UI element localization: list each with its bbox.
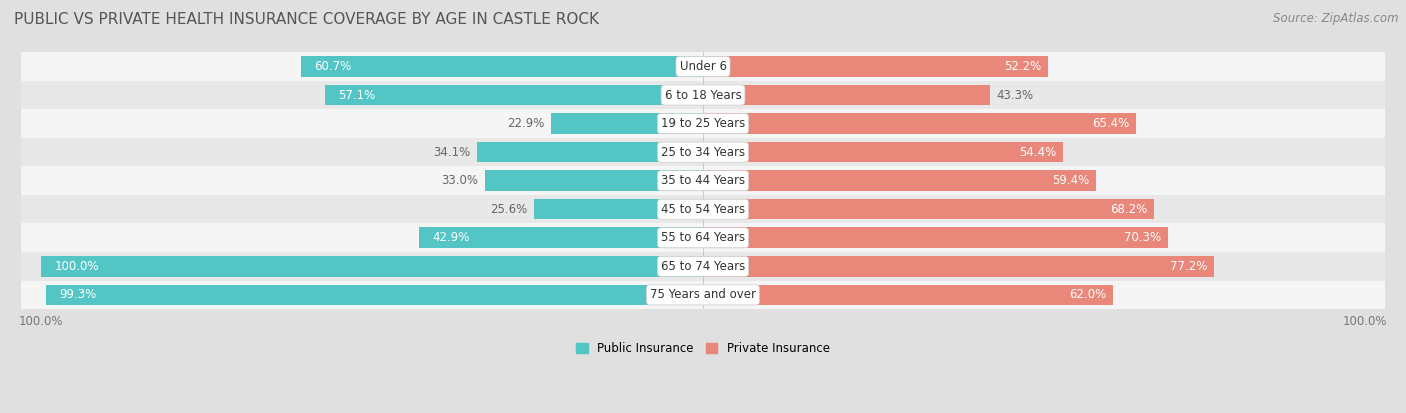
Text: 75 Years and over: 75 Years and over <box>650 288 756 301</box>
Bar <box>21 138 1385 166</box>
Text: 62.0%: 62.0% <box>1070 288 1107 301</box>
Bar <box>21 52 1385 81</box>
Text: PUBLIC VS PRIVATE HEALTH INSURANCE COVERAGE BY AGE IN CASTLE ROCK: PUBLIC VS PRIVATE HEALTH INSURANCE COVER… <box>14 12 599 27</box>
Text: 22.9%: 22.9% <box>508 117 546 130</box>
Text: 55 to 64 Years: 55 to 64 Years <box>661 231 745 244</box>
Bar <box>551 113 703 134</box>
Bar <box>21 109 1385 138</box>
Text: 65.4%: 65.4% <box>1092 117 1129 130</box>
Bar <box>419 228 703 248</box>
Text: 45 to 54 Years: 45 to 54 Years <box>661 203 745 216</box>
Bar <box>485 171 703 191</box>
Bar <box>703 113 1136 134</box>
Text: 19 to 25 Years: 19 to 25 Years <box>661 117 745 130</box>
Text: 77.2%: 77.2% <box>1170 260 1208 273</box>
Text: 54.4%: 54.4% <box>1019 146 1056 159</box>
Bar <box>703 285 1114 305</box>
Bar <box>325 85 703 105</box>
Text: 100.0%: 100.0% <box>55 260 98 273</box>
Bar <box>46 285 703 305</box>
Bar <box>534 199 703 219</box>
Text: 65 to 74 Years: 65 to 74 Years <box>661 260 745 273</box>
Bar <box>703 85 990 105</box>
Text: 6 to 18 Years: 6 to 18 Years <box>665 88 741 102</box>
Bar <box>703 56 1049 77</box>
Bar <box>21 223 1385 252</box>
Bar <box>21 81 1385 109</box>
Legend: Public Insurance, Private Insurance: Public Insurance, Private Insurance <box>571 337 835 360</box>
Bar <box>478 142 703 162</box>
Text: Under 6: Under 6 <box>679 60 727 73</box>
Text: 25.6%: 25.6% <box>489 203 527 216</box>
Bar <box>21 252 1385 280</box>
Bar <box>703 171 1097 191</box>
Text: 33.0%: 33.0% <box>441 174 478 187</box>
Text: 34.1%: 34.1% <box>433 146 471 159</box>
Text: 60.7%: 60.7% <box>315 60 352 73</box>
Text: 68.2%: 68.2% <box>1111 203 1147 216</box>
Bar <box>703 142 1063 162</box>
Text: 25 to 34 Years: 25 to 34 Years <box>661 146 745 159</box>
Text: 99.3%: 99.3% <box>59 288 97 301</box>
Text: 35 to 44 Years: 35 to 44 Years <box>661 174 745 187</box>
Text: 43.3%: 43.3% <box>997 88 1033 102</box>
Bar <box>301 56 703 77</box>
Bar <box>703 256 1213 277</box>
Text: 59.4%: 59.4% <box>1052 174 1090 187</box>
Bar <box>21 166 1385 195</box>
Bar <box>703 228 1168 248</box>
Bar <box>21 280 1385 309</box>
Text: Source: ZipAtlas.com: Source: ZipAtlas.com <box>1274 12 1399 25</box>
Text: 70.3%: 70.3% <box>1125 231 1161 244</box>
Text: 57.1%: 57.1% <box>339 88 375 102</box>
Text: 52.2%: 52.2% <box>1004 60 1042 73</box>
Bar <box>21 195 1385 223</box>
Bar <box>703 199 1154 219</box>
Bar <box>41 256 703 277</box>
Text: 42.9%: 42.9% <box>432 231 470 244</box>
